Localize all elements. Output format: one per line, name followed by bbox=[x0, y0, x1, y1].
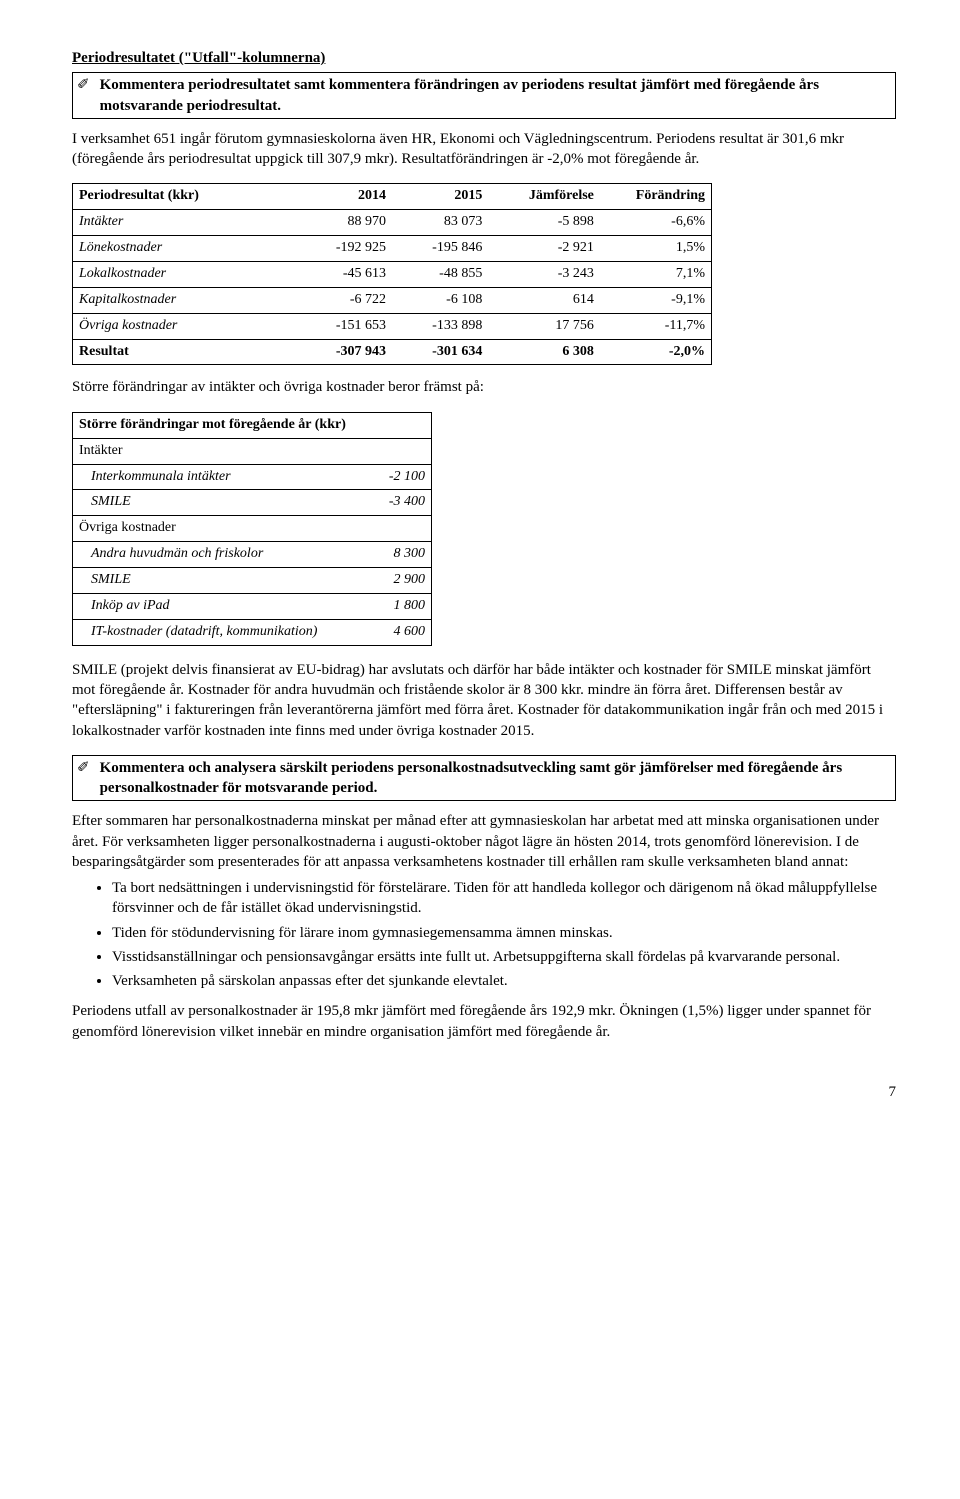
changes-table: Större förändringar mot föregående år (k… bbox=[72, 412, 432, 646]
table-cell: 88 970 bbox=[296, 210, 392, 236]
table-cell: Lokalkostnader bbox=[73, 261, 296, 287]
section-heading: Periodresultatet ("Utfall"-kolumnerna) bbox=[72, 48, 896, 68]
col-header: Jämförelse bbox=[488, 184, 600, 210]
table-cell: 83 073 bbox=[392, 210, 488, 236]
paragraph-2: Större förändringar av intäkter och övri… bbox=[72, 377, 896, 397]
table-cell: Inköp av iPad bbox=[73, 593, 350, 619]
instruction-box-2: ✐ Kommentera och analysera särskilt peri… bbox=[72, 755, 896, 802]
list-item: Visstidsanställningar och pensionsavgång… bbox=[112, 947, 896, 967]
table-cell: -301 634 bbox=[392, 339, 488, 365]
table-cell: Resultat bbox=[73, 339, 296, 365]
table-row: SMILE2 900 bbox=[73, 568, 432, 594]
table-row: Andra huvudmän och friskolor8 300 bbox=[73, 542, 432, 568]
instruction-text-2: Kommentera och analysera särskilt period… bbox=[100, 758, 891, 799]
table-cell: IT-kostnader (datadrift, kommunikation) bbox=[73, 619, 350, 645]
table-row: Intäkter88 97083 073-5 898-6,6% bbox=[73, 210, 712, 236]
instruction-text-1: Kommentera periodresultatet samt komment… bbox=[100, 75, 891, 116]
table-cell: 8 300 bbox=[349, 542, 432, 568]
table-cell: -9,1% bbox=[600, 287, 712, 313]
table-cell: 6 308 bbox=[488, 339, 600, 365]
table-cell: Intäkter bbox=[73, 210, 296, 236]
bullet-symbol: ✐ bbox=[77, 758, 90, 778]
list-item: Ta bort nedsättningen i undervisningstid… bbox=[112, 878, 896, 919]
table-cell: 1,5% bbox=[600, 236, 712, 262]
col-header: Förändring bbox=[600, 184, 712, 210]
table-cell: 4 600 bbox=[349, 619, 432, 645]
col-header: 2014 bbox=[296, 184, 392, 210]
table-row: Lönekostnader-192 925-195 846-2 9211,5% bbox=[73, 236, 712, 262]
table-cell: 17 756 bbox=[488, 313, 600, 339]
table-row: Interkommunala intäkter-2 100 bbox=[73, 464, 432, 490]
table-cell bbox=[349, 516, 432, 542]
table-cell: -45 613 bbox=[296, 261, 392, 287]
table-cell: -307 943 bbox=[296, 339, 392, 365]
table-cell: 2 900 bbox=[349, 568, 432, 594]
table-cell: -48 855 bbox=[392, 261, 488, 287]
table-cell: -11,7% bbox=[600, 313, 712, 339]
table-row: Kapitalkostnader-6 722-6 108614-9,1% bbox=[73, 287, 712, 313]
table-cell: -133 898 bbox=[392, 313, 488, 339]
table-cell: Interkommunala intäkter bbox=[73, 464, 350, 490]
table-row: IT-kostnader (datadrift, kommunikation)4… bbox=[73, 619, 432, 645]
table-cell: -6 722 bbox=[296, 287, 392, 313]
bullet-list: Ta bort nedsättningen i undervisningstid… bbox=[72, 878, 896, 991]
table-cell: -151 653 bbox=[296, 313, 392, 339]
list-item: Tiden för stödundervisning för lärare in… bbox=[112, 923, 896, 943]
paragraph-4: Efter sommaren har personalkostnaderna m… bbox=[72, 811, 896, 872]
paragraph-3: SMILE (projekt delvis finansierat av EU-… bbox=[72, 660, 896, 741]
table-header-row: Periodresultat (kkr) 2014 2015 Jämförels… bbox=[73, 184, 712, 210]
table-cell: -6 108 bbox=[392, 287, 488, 313]
table-row: Övriga kostnader bbox=[73, 516, 432, 542]
table-cell: 1 800 bbox=[349, 593, 432, 619]
table-cell: Övriga kostnader bbox=[73, 516, 350, 542]
table-cell: Andra huvudmän och friskolor bbox=[73, 542, 350, 568]
period-result-table: Periodresultat (kkr) 2014 2015 Jämförels… bbox=[72, 183, 712, 365]
table-row: SMILE-3 400 bbox=[73, 490, 432, 516]
table-cell: Övriga kostnader bbox=[73, 313, 296, 339]
paragraph-5: Periodens utfall av personalkostnader är… bbox=[72, 1001, 896, 1042]
table-cell: -2,0% bbox=[600, 339, 712, 365]
table-total-row: Resultat-307 943-301 6346 308-2,0% bbox=[73, 339, 712, 365]
table-row: Intäkter bbox=[73, 438, 432, 464]
table-cell: Kapitalkostnader bbox=[73, 287, 296, 313]
table-cell: -2 921 bbox=[488, 236, 600, 262]
changes-table-header: Större förändringar mot föregående år (k… bbox=[73, 412, 432, 438]
table-row: Lokalkostnader-45 613-48 855-3 2437,1% bbox=[73, 261, 712, 287]
table-cell: -5 898 bbox=[488, 210, 600, 236]
col-header: Periodresultat (kkr) bbox=[73, 184, 296, 210]
table-row: Övriga kostnader-151 653-133 89817 756-1… bbox=[73, 313, 712, 339]
table-cell: -2 100 bbox=[349, 464, 432, 490]
table-cell: -3 243 bbox=[488, 261, 600, 287]
table-cell: Intäkter bbox=[73, 438, 350, 464]
table-cell: 614 bbox=[488, 287, 600, 313]
table-cell: -195 846 bbox=[392, 236, 488, 262]
bullet-symbol: ✐ bbox=[77, 75, 90, 95]
table-cell bbox=[349, 438, 432, 464]
table-row: Inköp av iPad1 800 bbox=[73, 593, 432, 619]
paragraph-1: I verksamhet 651 ingår förutom gymnasies… bbox=[72, 129, 896, 170]
table-cell: 7,1% bbox=[600, 261, 712, 287]
table-cell: -6,6% bbox=[600, 210, 712, 236]
table-cell: Lönekostnader bbox=[73, 236, 296, 262]
list-item: Verksamheten på särskolan anpassas efter… bbox=[112, 971, 896, 991]
table-cell: -3 400 bbox=[349, 490, 432, 516]
col-header: 2015 bbox=[392, 184, 488, 210]
table-cell: SMILE bbox=[73, 568, 350, 594]
page-number: 7 bbox=[72, 1082, 896, 1102]
table-cell: SMILE bbox=[73, 490, 350, 516]
instruction-box-1: ✐ Kommentera periodresultatet samt komme… bbox=[72, 72, 896, 119]
table-cell: -192 925 bbox=[296, 236, 392, 262]
